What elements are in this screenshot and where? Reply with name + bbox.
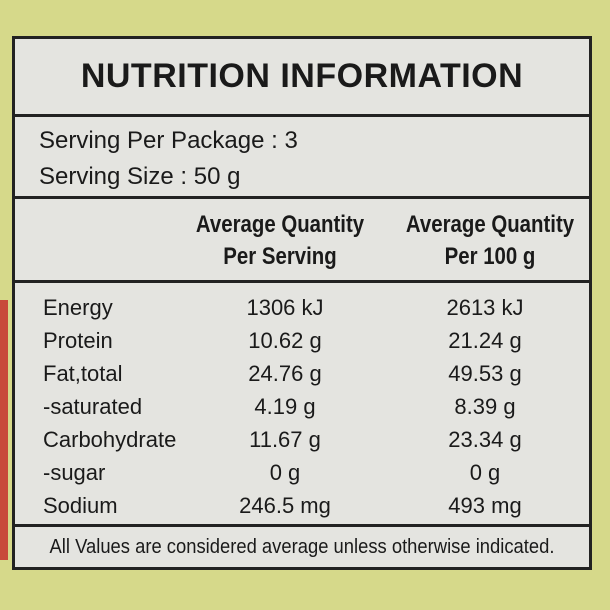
table-row: -saturated 4.19 g 8.39 g: [15, 390, 589, 423]
table-row: Energy 1306 kJ 2613 kJ: [15, 291, 589, 324]
nutrient-name: -saturated: [43, 394, 143, 419]
title: NUTRITION INFORMATION: [15, 39, 589, 117]
table-row: Protein 10.62 g 21.24 g: [15, 324, 589, 357]
nutrient-value: 21.24 g: [448, 328, 522, 353]
table-row: Carbohydrate 11.67 g 23.34 g: [15, 423, 589, 456]
package-edge: [0, 300, 8, 560]
table-header: Average Quantity Per Serving Average Quant…: [15, 199, 589, 283]
nutrient-value: 11.67 g: [249, 427, 321, 452]
nutrient-value: 8.39 g: [454, 394, 516, 419]
header-line: Per Serving: [223, 243, 337, 270]
nutrient-value: 493 mg: [448, 493, 522, 518]
header-line: Average Quantity: [195, 211, 365, 238]
nutrient-value: 0 g: [469, 460, 501, 485]
nutrient-value: 23.34 g: [448, 427, 522, 452]
column-header: Average Quantity Per Serving: [195, 209, 365, 273]
nutrient-name: Energy: [43, 295, 113, 320]
table-body: Energy 1306 kJ 2613 kJ Protein 10.62 g 21.24 …: [15, 283, 589, 527]
nutrient-value: 24.76 g: [248, 361, 322, 386]
serving-info: Serving Per Package : 3 Serving Size : 5…: [15, 117, 589, 199]
nutrient-name: Fat,total: [43, 361, 123, 386]
nutrient-value: 10.62 g: [248, 328, 322, 353]
header-line: Per 100 g: [444, 243, 536, 270]
nutrient-value: 246.5 mg: [239, 493, 331, 518]
nutrient-name: Carbohydrate: [43, 427, 177, 452]
column-header: Average Quantity Per 100 g: [405, 209, 575, 273]
nutrient-name: Sodium: [43, 493, 118, 518]
nutrient-value: 0 g: [269, 460, 301, 485]
nutrient-value: 1306 kJ: [246, 295, 324, 320]
table-row: -sugar 0 g 0 g: [15, 456, 589, 489]
table-row: Fat,total 24.76 g 49.53 g: [15, 357, 589, 390]
nutrient-value: 2613 kJ: [446, 295, 524, 320]
serving-line: Serving Size : 50 g: [39, 163, 241, 190]
nutrition-panel: NUTRITION INFORMATION Serving Per Packag…: [12, 36, 592, 570]
serving-line: Serving Per Package : 3: [39, 127, 298, 154]
nutrient-value: 4.19 g: [254, 394, 316, 419]
table-row: Sodium 246.5 mg 493 mg: [15, 489, 589, 522]
footnote: All Values are considered average unless…: [49, 535, 555, 558]
header-line: Average Quantity: [405, 211, 575, 238]
nutrient-name: -sugar: [43, 460, 106, 485]
nutrient-name: Protein: [43, 328, 113, 353]
nutrient-value: 49.53 g: [448, 361, 522, 386]
